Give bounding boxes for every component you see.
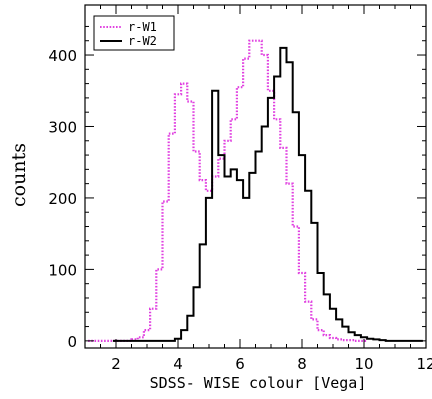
x-tick-label: 4: [173, 355, 183, 373]
legend-label-r-w1: r-W1: [128, 20, 157, 34]
y-tick-label: 100: [48, 261, 77, 279]
axis-layer: 2 4 6 8 10 12 0 100 200 300 400: [48, 5, 432, 373]
y-tick-label: 0: [67, 333, 77, 351]
y-tick-label: 300: [48, 118, 77, 136]
x-tick-label: 12: [416, 355, 432, 373]
legend-label-r-w2: r-W2: [128, 34, 157, 48]
x-tick-label: 2: [111, 355, 121, 373]
legend: r-W1r-W2: [93, 15, 175, 51]
y-tick-label: 200: [48, 190, 77, 208]
y-tick-label: 400: [48, 47, 77, 65]
plot-frame: [84, 4, 427, 349]
x-tick-label: 6: [235, 355, 245, 373]
y-axis-label: counts: [8, 143, 30, 207]
plot-area: [84, 4, 427, 349]
x-tick-label: 10: [354, 355, 373, 373]
x-axis-label: SDSS- WISE colour [Vega]: [150, 374, 367, 392]
series-layer: [88, 39, 423, 342]
legend-box: [93, 15, 175, 51]
series-r-w2-line: [112, 46, 423, 342]
series-r-w1-line: [88, 39, 368, 342]
x-tick-label: 8: [297, 355, 307, 373]
